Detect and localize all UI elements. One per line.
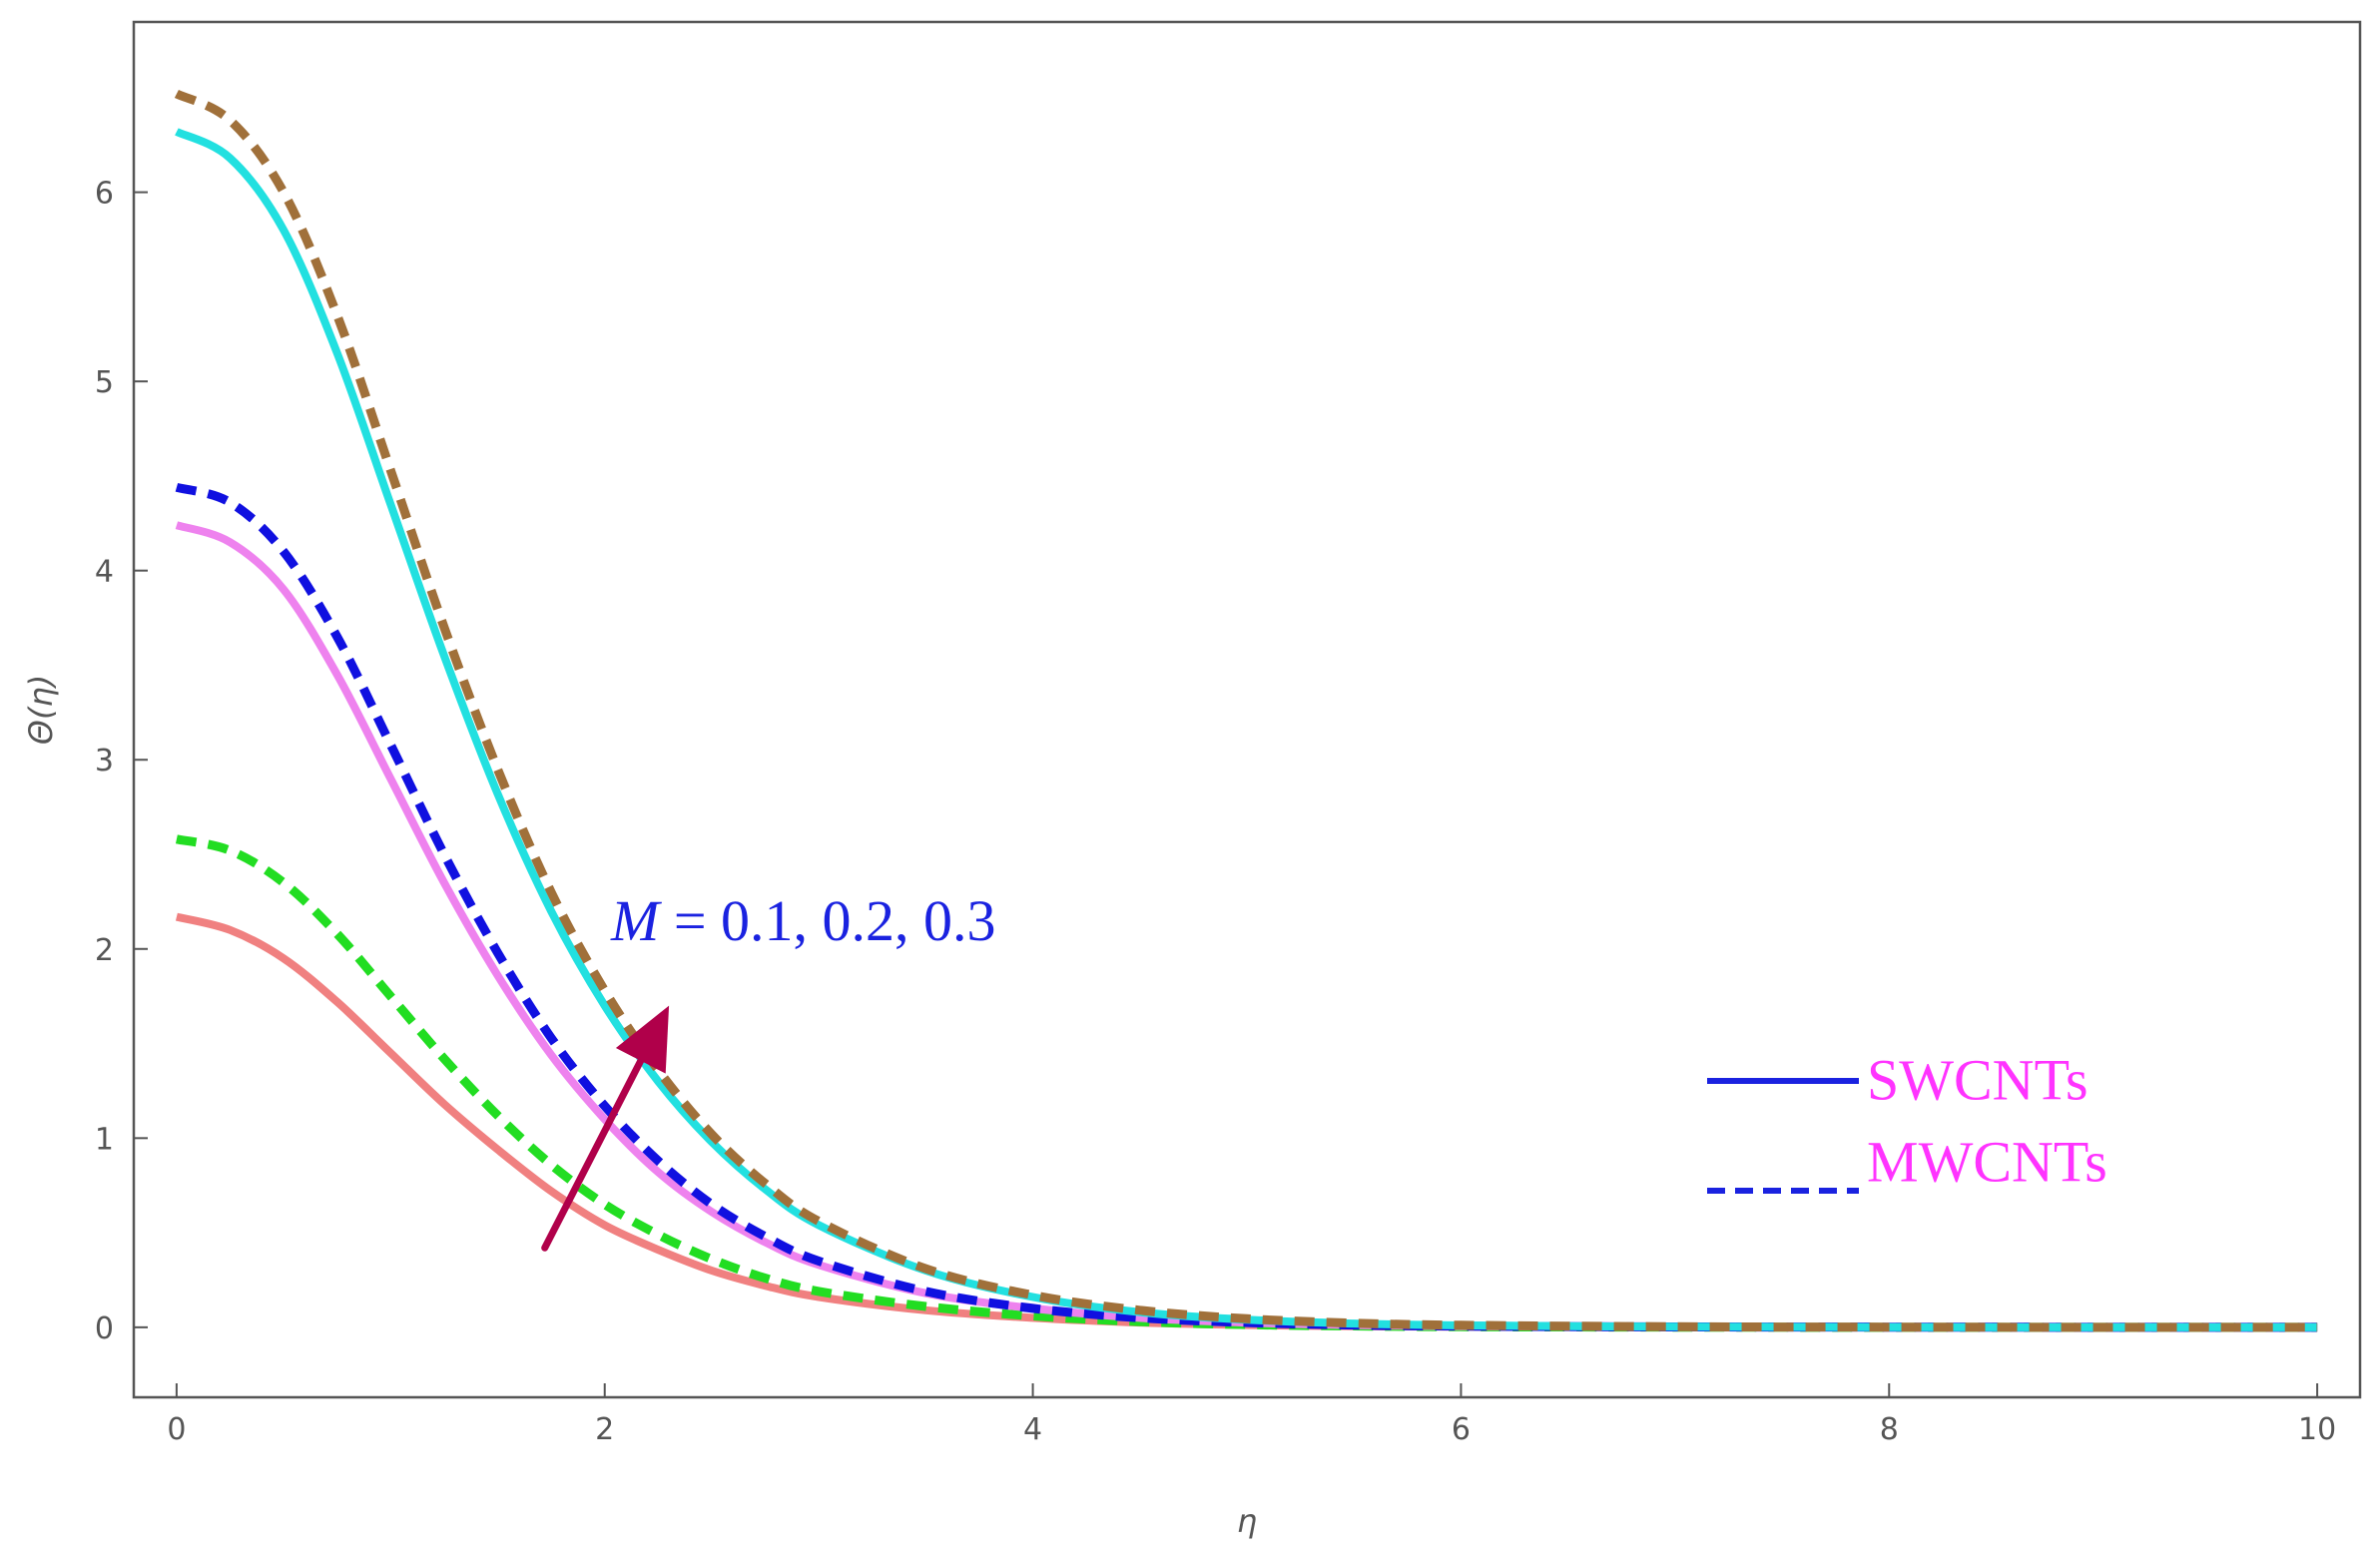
y-tick-label: 0 bbox=[95, 1311, 114, 1346]
axis-ticks: 0 2 4 6 8 10 0 1 2 3 4 5 6 bbox=[95, 177, 2336, 1447]
x-tick-label: 8 bbox=[1880, 1412, 1899, 1447]
series-line-6-mwcnts bbox=[174, 89, 2318, 1332]
plot-frame bbox=[132, 20, 2362, 1399]
annotation: M = 0.1, 0.2, 0.3 bbox=[541, 888, 996, 1252]
x-tick-label: 10 bbox=[2298, 1412, 2336, 1447]
annotation-values: = 0.1, 0.2, 0.3 bbox=[659, 888, 995, 953]
x-tick-label: 0 bbox=[167, 1412, 186, 1447]
y-tick-label: 4 bbox=[95, 555, 114, 590]
x-axis-label: η bbox=[1237, 1502, 1257, 1540]
annotation-arrowhead bbox=[615, 1005, 670, 1074]
legend-label-swcnts: SWCNTs bbox=[1867, 1047, 2088, 1112]
annotation-arrow bbox=[541, 1057, 645, 1252]
annotation-label: M = 0.1, 0.2, 0.3 bbox=[610, 888, 996, 953]
annotation-symbol: M bbox=[610, 888, 662, 953]
x-tick-label: 4 bbox=[1023, 1412, 1042, 1447]
legend: SWCNTs MWCNTs bbox=[1707, 1047, 2107, 1194]
y-tick-label: 6 bbox=[95, 177, 114, 212]
legend-label-mwcnts: MWCNTs bbox=[1867, 1129, 2107, 1194]
x-tick-label: 6 bbox=[1452, 1412, 1471, 1447]
y-tick-label: 1 bbox=[95, 1122, 114, 1157]
series-line-3-swcnts bbox=[175, 521, 2318, 1331]
curves bbox=[174, 89, 2318, 1332]
y-tick-label: 3 bbox=[95, 744, 114, 779]
series-line-4-mwcnts bbox=[175, 482, 2318, 1332]
y-axis-label: Θ(η) bbox=[22, 675, 60, 745]
y-tick-label: 5 bbox=[95, 365, 114, 400]
y-tick-label: 2 bbox=[95, 933, 114, 968]
x-tick-label: 2 bbox=[595, 1412, 614, 1447]
